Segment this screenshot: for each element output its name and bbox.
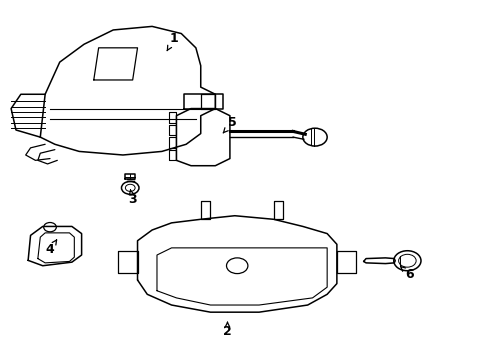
Text: 6: 6: [400, 266, 413, 281]
Text: 2: 2: [223, 322, 231, 338]
Text: 5: 5: [223, 116, 236, 133]
Text: 4: 4: [45, 240, 57, 256]
Text: 1: 1: [167, 32, 178, 51]
Text: 3: 3: [128, 190, 137, 206]
